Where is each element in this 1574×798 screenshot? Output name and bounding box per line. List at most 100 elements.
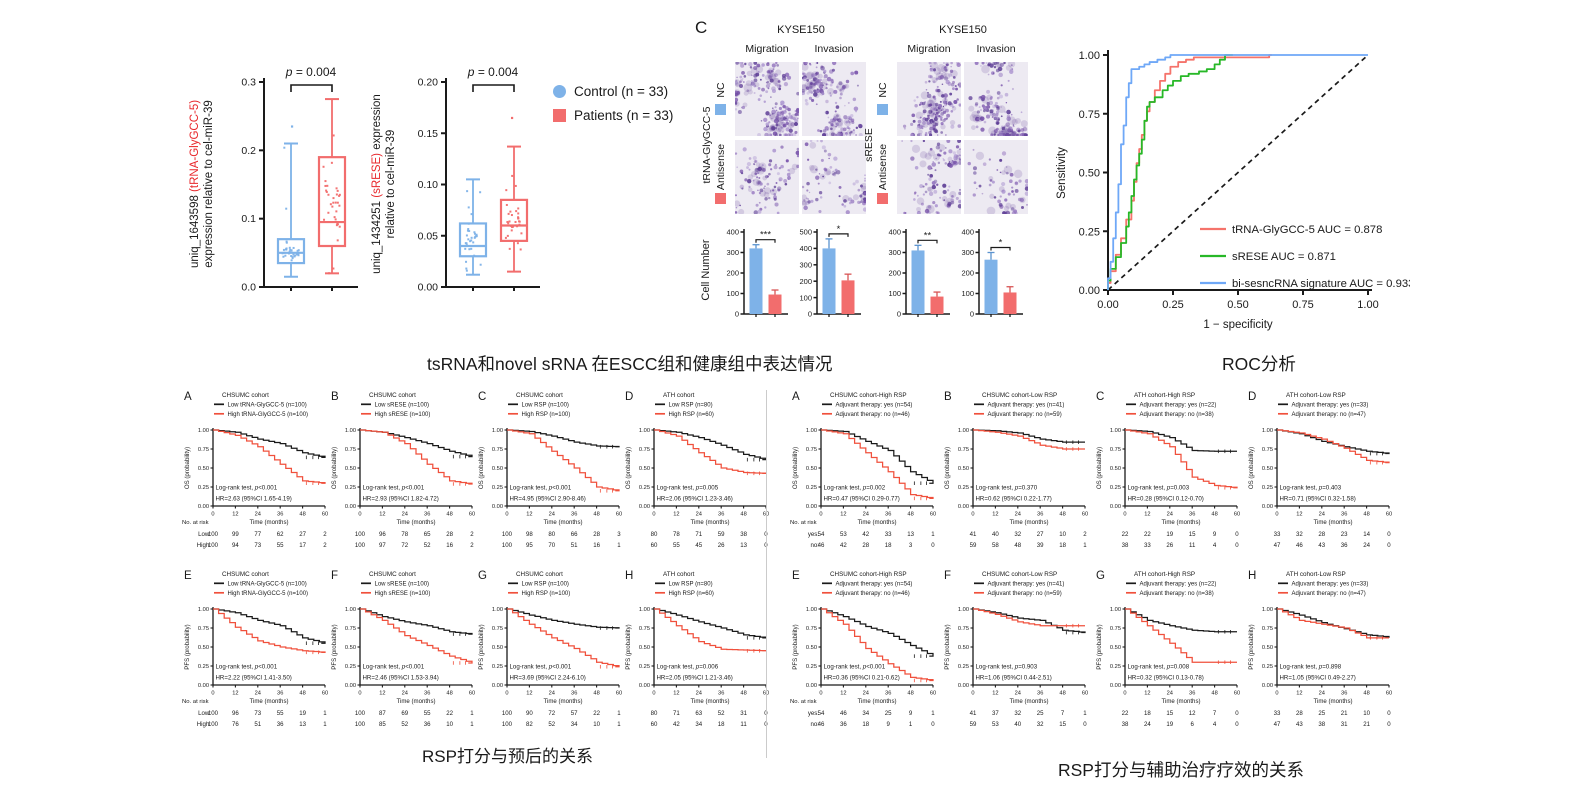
box-group-patients: [499, 116, 529, 273]
svg-text:46: 46: [840, 710, 847, 717]
km-curve-black: [213, 608, 326, 644]
svg-text:12: 12: [840, 512, 846, 518]
svg-text:12: 12: [526, 512, 532, 518]
logrank-text: Log-rank test, p=0.002: [824, 485, 886, 492]
logrank-text: Log-rank test, p=0.005: [657, 485, 719, 492]
km-ylabel: OS (probability): [331, 447, 338, 489]
svg-text:400: 400: [961, 228, 974, 237]
km-curve-black: [1125, 429, 1237, 452]
svg-text:48: 48: [1363, 691, 1369, 697]
svg-text:0.0: 0.0: [241, 282, 256, 294]
svg-text:0.25: 0.25: [1079, 226, 1100, 238]
km-title: ATH cohort-Low RSP: [1286, 392, 1346, 399]
svg-text:15: 15: [1059, 721, 1066, 728]
svg-text:12: 12: [1144, 512, 1150, 518]
svg-text:59: 59: [718, 531, 725, 538]
svg-text:1: 1: [617, 710, 621, 717]
svg-text:1: 1: [323, 710, 327, 717]
svg-text:47: 47: [1274, 721, 1281, 728]
km-legend-label: Low tRNA-GlyGCC-5 (n=100): [228, 582, 307, 588]
panel-letter: B: [331, 391, 339, 403]
svg-text:12: 12: [673, 512, 679, 518]
svg-text:0.25: 0.25: [345, 664, 356, 670]
svg-text:59: 59: [970, 542, 977, 549]
svg-text:69: 69: [401, 710, 408, 717]
logrank-text: Log-rank test, p<0.001: [363, 664, 425, 671]
logrank-text: Log-rank test, p<0.001: [824, 664, 886, 671]
svg-text:300: 300: [799, 261, 812, 270]
svg-text:0.50: 0.50: [198, 466, 209, 472]
svg-text:24: 24: [255, 512, 261, 518]
svg-text:19: 19: [1166, 531, 1173, 538]
km-curve-red: [654, 429, 767, 474]
svg-text:0: 0: [652, 691, 655, 697]
svg-text:21: 21: [1341, 710, 1348, 717]
svg-text:100: 100: [355, 710, 366, 717]
km-xlabel: Time (months): [1161, 519, 1200, 526]
km-svg: C ATH cohort-High RSP Adjuvant therapy: ye…: [1096, 391, 1240, 549]
svg-text:0.05: 0.05: [418, 230, 439, 242]
svg-text:0: 0: [1275, 691, 1278, 697]
svg-text:400: 400: [799, 244, 812, 253]
svg-text:7: 7: [1061, 710, 1065, 717]
km-xlabel: Time (months): [1009, 698, 1048, 705]
logrank-text: Log-rank test, p=0.370: [976, 485, 1038, 492]
svg-text:200: 200: [961, 269, 974, 278]
svg-text:9: 9: [887, 721, 891, 728]
svg-text:48: 48: [740, 512, 746, 518]
svg-text:0.50: 0.50: [1262, 466, 1273, 472]
cell-line-title: KYSE150: [939, 24, 987, 36]
svg-text:0.50: 0.50: [345, 466, 356, 472]
svg-text:100: 100: [961, 289, 974, 298]
svg-text:38: 38: [1122, 721, 1129, 728]
svg-text:27: 27: [1037, 531, 1044, 538]
hr-text: HR=0.47 (95%CI 0.29-0.77): [824, 496, 900, 503]
cell-number-bar-chart: 0 100 200 300 400 **: [888, 228, 950, 319]
km-ylabel: PFS (probability): [944, 624, 951, 669]
svg-text:43: 43: [1318, 542, 1325, 549]
km-curve-red: [360, 608, 473, 664]
km-title: ATH cohort-High RSP: [1134, 571, 1195, 578]
svg-text:0.25: 0.25: [639, 485, 650, 491]
svg-text:0.25: 0.25: [958, 485, 969, 491]
km-svg: G CHSUMC cohort Low RSP (n=100) High RSP (n…: [478, 570, 622, 728]
legend-label: Patients (n = 33): [574, 108, 674, 123]
svg-text:60: 60: [1234, 512, 1240, 518]
svg-text:0.50: 0.50: [1227, 299, 1248, 311]
svg-text:13: 13: [299, 721, 306, 728]
panel-letter: F: [944, 570, 951, 582]
km-svg: B CHSUMC cohort Low sRESE (n=100) High sRES…: [331, 391, 475, 549]
km-svg: E CHSUMC cohort-High RSP Adjuvant therapy:…: [790, 570, 936, 728]
risk-header: No. at risk: [182, 699, 209, 705]
svg-text:0.25: 0.25: [958, 664, 969, 670]
svg-text:40: 40: [992, 531, 999, 538]
km-legend-label: High RSP (n=60): [669, 591, 714, 597]
svg-text:10: 10: [1363, 710, 1370, 717]
km-ylabel: PFS (probability): [1096, 624, 1103, 669]
km-panel-D: D ATH cohort-Low RSP Adjuvant therapy: yes…: [1244, 386, 1396, 565]
svg-text:22: 22: [1122, 531, 1129, 538]
svg-text:90: 90: [526, 710, 533, 717]
svg-text:100: 100: [726, 289, 739, 298]
km-svg: G ATH cohort-High RSP Adjuvant therapy: ye…: [1096, 570, 1240, 728]
km-svg: A CHSUMC cohort-High RSP Adjuvant therapy:…: [790, 391, 936, 549]
km-svg: A CHSUMC cohort Low tRNA-GlyGCC-5 (n=100) H…: [182, 391, 328, 549]
svg-text:53: 53: [992, 721, 999, 728]
hr-text: HR=1.06 (95%CI 0.44-2.51): [976, 675, 1052, 682]
km-legend-label: Adjuvant therapy: yes (n=22): [1140, 582, 1217, 588]
svg-text:28: 28: [862, 542, 869, 549]
svg-text:0.00: 0.00: [806, 683, 817, 689]
svg-text:16: 16: [446, 542, 453, 549]
km-legend-label: Adjuvant therapy: yes (n=33): [1292, 403, 1369, 409]
km-legend-label: Low sRESE (n=100): [375, 403, 430, 409]
svg-text:96: 96: [232, 710, 239, 717]
svg-text:95: 95: [526, 542, 533, 549]
svg-text:400: 400: [888, 228, 901, 237]
svg-text:0.3: 0.3: [241, 77, 256, 89]
svg-text:1.00: 1.00: [492, 428, 503, 434]
svg-text:40: 40: [1014, 721, 1021, 728]
panel-letter: H: [625, 570, 633, 582]
blue-square-icon: [877, 104, 888, 115]
km-curve-red: [1125, 608, 1237, 663]
svg-text:60: 60: [469, 691, 475, 697]
